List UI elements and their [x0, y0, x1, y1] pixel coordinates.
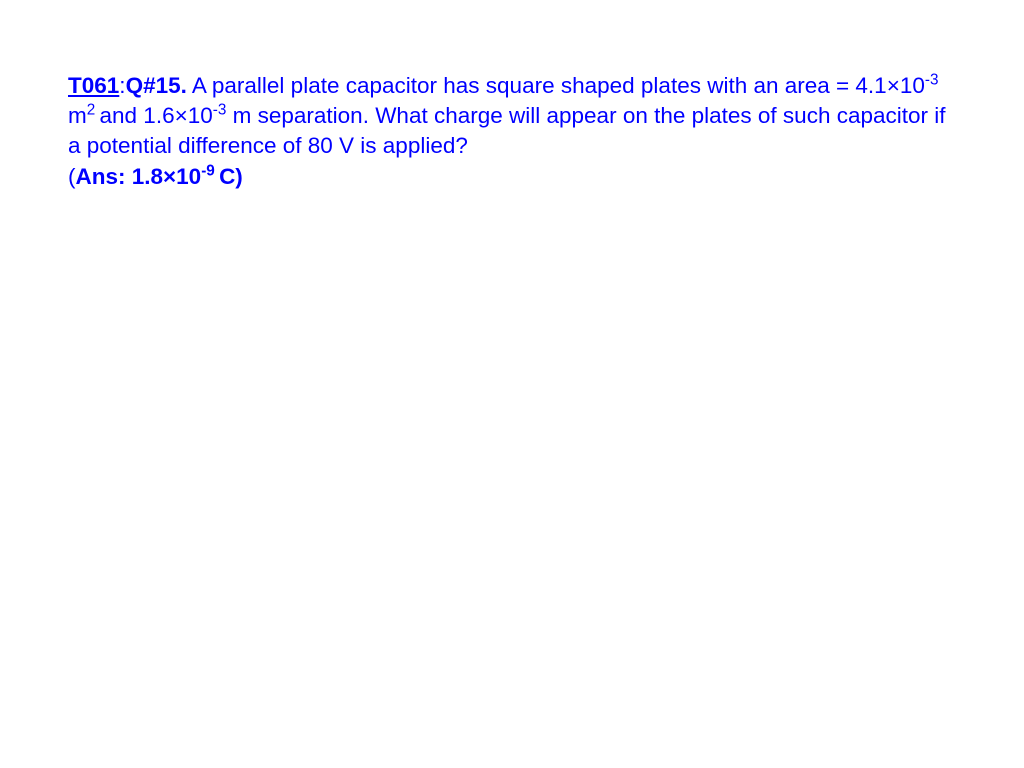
answer-open-paren: (: [68, 164, 76, 189]
problem-identifier: T061: [68, 73, 119, 98]
question-number: Q#15.: [126, 73, 187, 98]
answer-label: Ans: 1.8×10-9 C): [76, 164, 243, 189]
problem-text: T061:Q#15. A parallel plate capacitor ha…: [68, 71, 956, 193]
exponent-1: -3: [925, 71, 939, 88]
exponent-2: 2: [87, 101, 100, 118]
body-part-1: A parallel plate capacitor has square sh…: [187, 73, 925, 98]
slide: T061:Q#15. A parallel plate capacitor ha…: [0, 0, 1024, 768]
answer-unit: C): [219, 164, 243, 189]
answer-exponent: -9: [201, 162, 219, 179]
exponent-3: -3: [213, 101, 227, 118]
answer-text: Ans: 1.8×10: [76, 164, 202, 189]
body-part-3: and 1.6×10: [100, 103, 213, 128]
body-part-2: m: [68, 103, 87, 128]
